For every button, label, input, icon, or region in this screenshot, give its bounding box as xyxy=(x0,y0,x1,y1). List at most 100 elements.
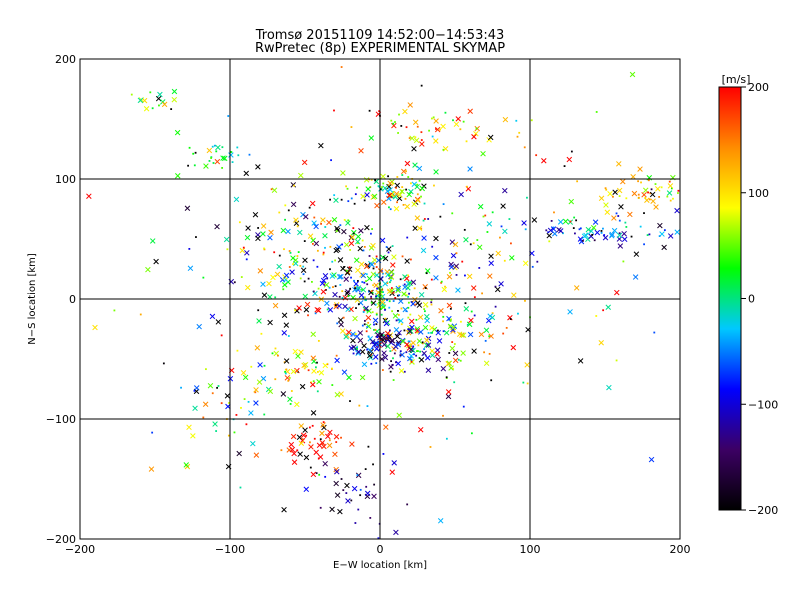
data-point xyxy=(392,182,394,185)
data-point xyxy=(572,227,575,229)
data-point xyxy=(333,194,336,197)
data-point xyxy=(427,218,430,220)
data-point xyxy=(272,302,279,309)
data-point xyxy=(389,350,392,353)
data-point xyxy=(414,328,421,334)
data-point xyxy=(392,357,394,360)
data-point xyxy=(321,443,327,450)
data-point xyxy=(333,109,335,112)
data-point xyxy=(594,229,601,236)
data-point xyxy=(340,436,342,439)
data-point xyxy=(303,486,310,493)
data-point xyxy=(380,186,383,188)
data-point xyxy=(467,166,473,172)
data-point xyxy=(325,433,331,440)
data-point xyxy=(278,211,281,214)
data-point xyxy=(326,308,329,311)
data-point xyxy=(404,258,410,264)
data-point xyxy=(470,310,473,313)
data-point xyxy=(486,221,493,227)
data-point xyxy=(239,247,246,254)
data-point xyxy=(375,323,378,326)
data-point xyxy=(406,236,409,239)
data-point xyxy=(353,279,355,282)
data-point xyxy=(434,126,441,133)
data-point xyxy=(399,278,402,281)
data-point xyxy=(349,234,356,241)
data-point xyxy=(483,360,490,367)
data-point xyxy=(431,135,434,138)
data-point xyxy=(190,433,196,439)
data-point xyxy=(353,202,356,205)
data-point xyxy=(614,289,620,296)
data-point xyxy=(674,207,680,214)
data-point xyxy=(92,324,98,331)
data-point xyxy=(231,161,234,163)
data-point xyxy=(487,313,493,319)
data-point xyxy=(203,163,209,169)
data-point xyxy=(376,334,379,336)
data-point xyxy=(388,206,390,209)
data-point xyxy=(449,307,452,310)
data-point xyxy=(486,231,489,233)
data-point xyxy=(611,215,617,221)
data-point xyxy=(385,336,392,343)
data-point xyxy=(187,164,190,167)
data-point xyxy=(354,333,357,335)
data-point xyxy=(377,185,380,188)
data-point xyxy=(488,260,494,266)
data-point xyxy=(395,339,402,346)
data-point xyxy=(436,338,443,344)
data-point xyxy=(371,228,374,230)
data-point xyxy=(376,342,382,348)
data-point xyxy=(418,179,421,182)
data-point xyxy=(386,288,393,295)
data-point xyxy=(322,253,325,256)
data-point xyxy=(431,245,434,248)
data-point xyxy=(193,164,196,167)
data-point xyxy=(320,288,327,295)
data-point xyxy=(350,499,353,502)
data-point xyxy=(139,313,142,316)
data-point xyxy=(413,137,420,144)
data-point xyxy=(445,437,448,440)
data-point xyxy=(373,272,380,279)
data-point xyxy=(392,379,395,381)
data-point xyxy=(143,105,150,112)
data-point xyxy=(414,184,420,190)
data-point xyxy=(334,285,337,288)
data-point xyxy=(281,330,288,336)
data-point xyxy=(400,338,406,345)
data-point xyxy=(151,431,154,434)
data-point xyxy=(284,372,287,375)
data-point xyxy=(511,292,517,298)
data-point xyxy=(346,374,352,381)
data-point xyxy=(524,362,530,368)
data-point xyxy=(646,234,649,236)
data-point xyxy=(302,293,309,300)
data-point xyxy=(371,341,378,348)
data-point xyxy=(517,312,519,315)
data-point xyxy=(616,232,623,239)
data-point xyxy=(460,350,466,356)
data-point xyxy=(316,265,319,268)
data-point xyxy=(403,283,406,286)
data-point xyxy=(313,223,319,230)
data-point xyxy=(515,119,518,122)
y-tick-label: 100 xyxy=(55,173,76,186)
data-point xyxy=(420,84,423,87)
data-point xyxy=(326,363,329,366)
data-point xyxy=(466,321,473,328)
data-point xyxy=(385,246,388,248)
data-point xyxy=(302,427,308,433)
data-point xyxy=(308,206,311,209)
data-point xyxy=(616,161,622,167)
data-point xyxy=(341,228,347,235)
data-point xyxy=(365,314,372,321)
data-point xyxy=(297,251,300,253)
data-point xyxy=(393,529,399,536)
data-point xyxy=(237,154,240,157)
data-point xyxy=(380,270,383,272)
data-point xyxy=(647,191,649,194)
